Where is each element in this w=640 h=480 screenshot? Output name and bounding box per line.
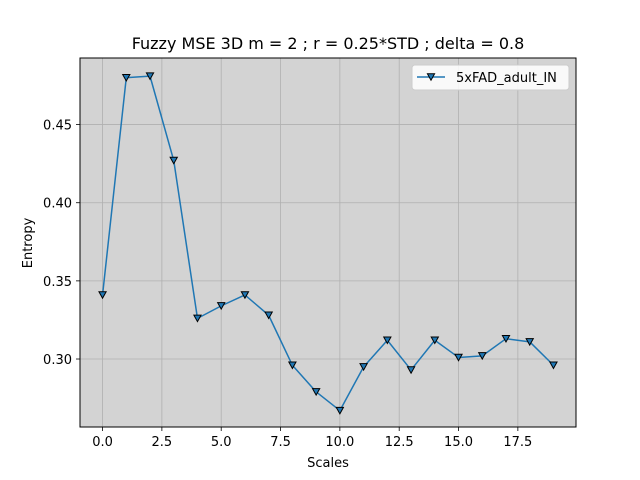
y-axis-ticks: 0.30 0.35 0.40 0.45 [43, 119, 80, 368]
chart-title: Fuzzy MSE 3D m = 2 ; r = 0.25*STD ; delt… [132, 34, 525, 53]
plot-frame [79, 57, 577, 428]
x-tick-label: 5.0 [211, 435, 232, 450]
data-point [549, 361, 558, 370]
data-point [359, 363, 369, 372]
data-point [193, 314, 202, 323]
x-tick-label: 17.5 [503, 435, 532, 450]
plot-area [80, 58, 576, 427]
legend-box [411, 64, 570, 91]
data-point [454, 353, 463, 362]
data-point [311, 388, 321, 397]
data-point [264, 311, 274, 320]
data-point [98, 291, 107, 300]
data-point [145, 72, 155, 81]
data-point [169, 156, 179, 165]
data-point [501, 334, 511, 343]
x-axis-ticks: 0.0 2.5 5.0 7.5 10.0 12.5 15.0 17.5 [92, 427, 532, 450]
x-tick-label: 2.5 [152, 435, 173, 450]
series-line [101, 75, 554, 412]
x-tick-label: 10.0 [325, 435, 354, 450]
legend-series-label: 5xFAD_adult_IN [456, 71, 557, 86]
y-tick-label: 0.35 [43, 275, 72, 290]
legend: 5xFAD_adult_IN [411, 64, 570, 91]
x-tick-label: 7.5 [270, 435, 291, 450]
x-tick-label: 0.0 [92, 435, 113, 450]
data-point [525, 338, 535, 347]
data-point [216, 302, 226, 311]
y-tick-label: 0.40 [43, 197, 72, 212]
y-tick-label: 0.30 [43, 353, 72, 368]
x-tick-label: 12.5 [385, 435, 414, 450]
y-tick-label: 0.45 [43, 119, 72, 134]
data-point [121, 73, 131, 82]
series-layer [98, 72, 558, 415]
data-point [335, 406, 345, 415]
data-point [406, 366, 416, 375]
x-axis-label: Scales [307, 456, 349, 471]
y-axis-label: Entropy [21, 217, 36, 268]
data-point [287, 361, 297, 370]
data-point [430, 336, 440, 345]
data-point [240, 291, 250, 300]
grid [80, 58, 576, 427]
x-tick-label: 15.0 [444, 435, 473, 450]
data-point [477, 352, 487, 361]
data-point [382, 336, 392, 345]
legend-series-marker [426, 73, 436, 82]
